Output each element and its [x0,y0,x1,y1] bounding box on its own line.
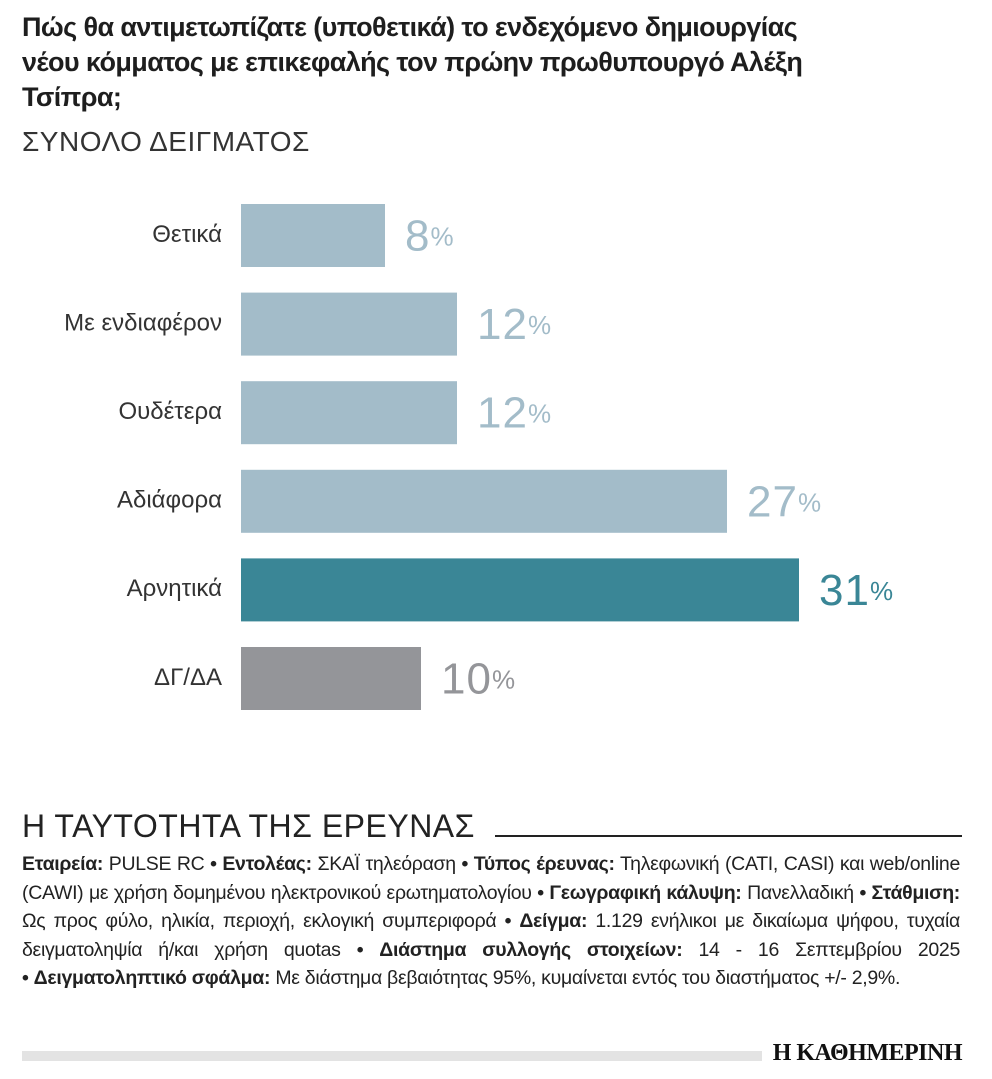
survey-item-text: Πανελλαδική [747,881,854,904]
survey-item: Δειγματοληπτικό σφάλμα: Με διάστημα βεβα… [22,967,900,989]
bar [241,647,421,710]
value-label: 12% [477,388,552,437]
survey-item: Εταιρεία: PULSE RC [22,853,205,875]
survey-item-text: ΣΚΑΪ τηλεόραση [317,853,457,875]
value-label: 8% [405,211,455,260]
survey-item-label: Εταιρεία: [22,853,104,875]
brand: Η ΚΑΘΗΜΕΡΙΝΗ [772,1040,963,1066]
survey-item-text: PULSE RC [108,853,205,875]
category-label: Με ενδιαφέρον [64,309,222,336]
survey-item-label: Εντολέας: [222,853,312,875]
footer-bar [22,1051,762,1061]
survey-info-title: Η ΤΑΥΤΟΤΗΤΑ ΤΗΣ ΕΡΕΥΝΑΣ [22,808,475,844]
value-label: 31% [819,566,894,615]
survey-item-label: Δείγμα: [519,910,588,932]
category-label: Ουδέτερα [118,398,222,425]
rule [494,834,962,837]
bar [241,292,457,356]
survey-info-header: Η ΤΑΥΤΟΤΗΤΑ ΤΗΣ ΕΡΕΥΝΑΣ [22,808,962,845]
survey-item-text: Ως προς φύλο, ηλικία, περιοχή, εκλογική … [22,910,497,932]
survey-item-text: Τηλεφωνική (CATI, CASI) και web/online (… [22,853,960,904]
bar [241,204,385,267]
chart-title: Πώς θα αντιμετωπίζατε (υποθετικά) το ενδ… [22,12,803,112]
category-label: Αδιάφορα [117,487,222,514]
bar [241,381,457,445]
survey-item-text: 14 - 16 Σεπτεμβρίου 2025 [698,938,961,961]
survey-item: Διάστημα συλλογής στοιχείων: 14 - 16 Σεπ… [357,938,961,961]
survey-item-label: Γεωγραφική κάλυψη: [549,881,742,904]
chart: Θετικά 8% Με ενδιαφέρον 12% Ουδέτερα 12% Αδιάφ… [64,204,894,710]
survey-item-text: Με διάστημα βεβαιότητας 95%, κυμαίνεται … [275,967,901,989]
chart-subtitle: ΣΥΝΟΛΟ ΔΕΙΓΜΑΤΟΣ [22,126,310,157]
value-label: 12% [477,300,552,349]
category-label: Αρνητικά [127,575,223,602]
survey-item-label: Δειγματοληπτικό σφάλμα: [33,967,271,989]
category-label: ΔΓ/ΔΑ [154,664,222,691]
survey-item: Γεωγραφική κάλυψη: Πανελλαδική [537,882,854,904]
bar [241,558,799,622]
survey-item: Εντολέας: ΣΚΑΪ τηλεόραση [210,853,456,875]
value-label: 10% [441,654,516,703]
bar [241,469,727,533]
category-label: Θετικά [152,221,222,248]
survey-item-label: Διάστημα συλλογής στοιχείων: [379,938,683,961]
survey-item-label: Τύπος έρευνας: [473,853,615,875]
survey-item-text: 1.129 ενήλικοι με δικαίωμα ψήφου, τυχαία… [22,910,960,961]
value-label: 27% [747,477,822,526]
survey-info-text: Εταιρεία: PULSE RC Εντολέας: ΣΚΑΪ τηλεόρ… [22,850,960,993]
survey-item-label: Στάθμιση: [871,881,961,904]
